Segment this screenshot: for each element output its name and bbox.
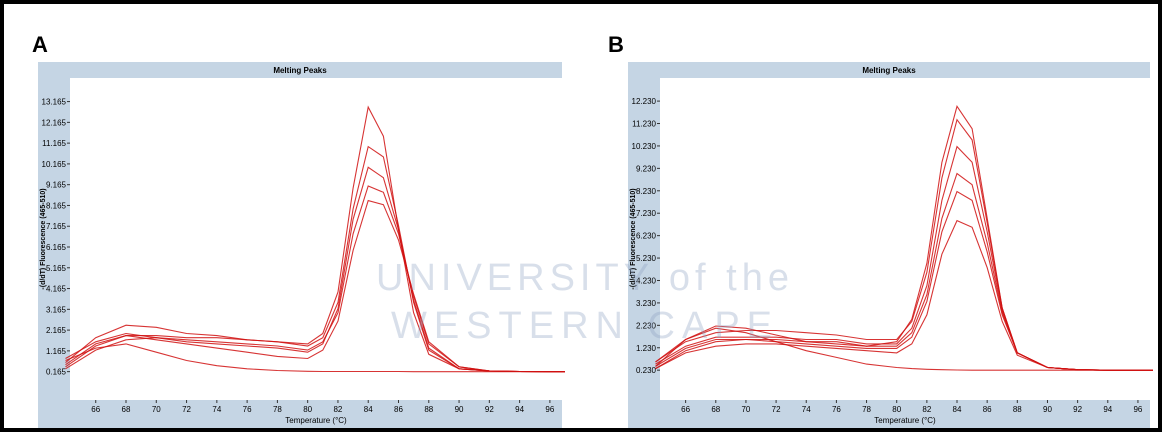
x-tick-label: 86 [983, 405, 992, 414]
y-tick-label: 6.165 [46, 243, 67, 252]
x-tick-label: 84 [364, 405, 373, 414]
melt-curve [65, 343, 565, 373]
y-tick-label: 9.230 [636, 164, 657, 173]
y-tick-label: 0.165 [46, 368, 67, 377]
y-tick-label: 11.230 [632, 120, 656, 129]
x-tick-label: 90 [1043, 405, 1052, 414]
melt-curve [655, 327, 1153, 371]
x-tick-label: 82 [333, 405, 342, 414]
y-tick-label: 5.230 [636, 254, 657, 263]
x-tick-label: 88 [424, 405, 433, 414]
y-tick-label: 7.165 [46, 222, 67, 231]
y-tick-label: 4.165 [46, 285, 67, 294]
x-tick-label: 96 [545, 405, 554, 414]
x-tick-label: 78 [862, 405, 871, 414]
x-tick-label: 82 [922, 405, 931, 414]
y-tick-label: 10.165 [42, 160, 67, 169]
y-tick-label: 3.230 [636, 299, 657, 308]
chart-title: Melting Peaks [862, 66, 916, 75]
y-tick-label: 8.165 [46, 201, 67, 210]
watermark-line: WESTERN CAPE [391, 305, 779, 347]
chart-title: Melting Peaks [273, 66, 327, 75]
watermark-line: UNIVERSITY of the [376, 257, 794, 299]
x-tick-label: 88 [1013, 405, 1022, 414]
x-tick-label: 68 [122, 405, 131, 414]
x-tick-label: 94 [1103, 405, 1112, 414]
x-tick-label: 92 [1073, 405, 1082, 414]
x-axis-label: Temperature (°C) [874, 416, 936, 425]
y-tick-label: 1.165 [46, 347, 67, 356]
y-tick-label: 10.230 [632, 142, 657, 151]
x-tick-label: 86 [394, 405, 403, 414]
x-tick-label: 72 [772, 405, 781, 414]
x-tick-label: 66 [681, 405, 690, 414]
y-tick-label: 2.230 [636, 321, 657, 330]
x-tick-label: 80 [892, 405, 901, 414]
y-tick-label: 12.165 [42, 118, 67, 127]
x-tick-label: 90 [455, 405, 464, 414]
melt-curve [65, 199, 565, 373]
x-tick-label: 74 [212, 405, 221, 414]
x-tick-label: 70 [152, 405, 161, 414]
x-tick-label: 70 [741, 405, 750, 414]
y-tick-label: 4.230 [636, 276, 657, 285]
x-tick-label: 66 [91, 405, 100, 414]
x-tick-label: 76 [243, 405, 252, 414]
x-tick-label: 76 [832, 405, 841, 414]
curves [655, 104, 1153, 371]
y-tick-label: 7.230 [636, 209, 657, 218]
y-tick-label: 3.165 [46, 305, 67, 314]
x-tick-label: 80 [303, 405, 312, 414]
plot-area [70, 78, 562, 400]
y-tick-label: 12.230 [632, 97, 657, 106]
x-tick-label: 94 [515, 405, 524, 414]
y-tick-label: 0.230 [636, 366, 657, 375]
x-tick-label: 78 [273, 405, 282, 414]
y-tick-label: 9.165 [46, 181, 67, 190]
y-tick-label: 2.165 [46, 326, 67, 335]
x-tick-label: 96 [1133, 405, 1142, 414]
melt-curve [655, 219, 1153, 371]
y-tick-label: 8.230 [636, 187, 657, 196]
y-tick-label: 1.230 [636, 344, 657, 353]
panel-label: A [32, 32, 48, 57]
x-tick-label: 84 [953, 405, 962, 414]
panel-label: B [608, 32, 624, 57]
plot-area [660, 78, 1150, 400]
y-axis-label: -(d/dT) Fluorescence (465-510) [40, 188, 47, 289]
y-tick-label: 5.165 [46, 264, 67, 273]
x-tick-label: 68 [711, 405, 720, 414]
y-tick-label: 11.165 [42, 139, 66, 148]
y-tick-label: 6.230 [636, 232, 657, 241]
x-tick-label: 92 [485, 405, 494, 414]
y-axis-label: -(d/dT) Fluorescence (465-510) [630, 188, 637, 289]
curves [65, 105, 565, 373]
y-tick-label: 13.165 [42, 98, 67, 107]
melt-curve [65, 166, 565, 373]
x-tick-label: 74 [802, 405, 811, 414]
x-tick-label: 72 [182, 405, 191, 414]
x-axis-label: Temperature (°C) [285, 416, 347, 425]
